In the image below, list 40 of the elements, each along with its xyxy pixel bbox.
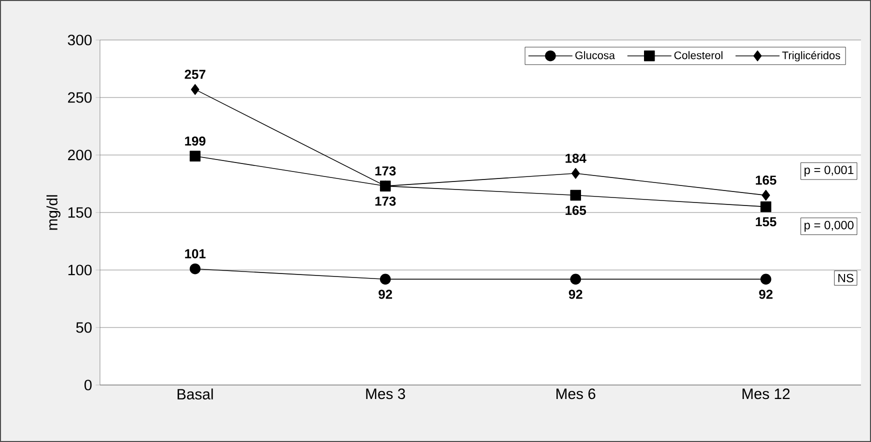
- y-tick-label: 250: [68, 92, 92, 103]
- data-label: 165: [566, 206, 586, 215]
- point: [570, 274, 582, 285]
- y-tick-label: 300: [68, 34, 92, 46]
- y-tick-label: 0: [84, 380, 92, 390]
- point: [380, 274, 391, 285]
- data-label: 101: [185, 249, 206, 258]
- x-tick-label: Mes 6: [556, 388, 596, 400]
- x-tick-label: Basal: [178, 388, 213, 400]
- point: [190, 150, 201, 162]
- y-tick-label: 200: [68, 150, 92, 160]
- point: [760, 201, 772, 212]
- point: [760, 274, 772, 285]
- x-tick-label: Mes 3: [366, 388, 406, 400]
- y-axis-title: mg/dl: [46, 195, 60, 230]
- data-label: 92: [378, 290, 392, 299]
- annotation: NS: [838, 274, 854, 282]
- data-label: 165: [756, 176, 776, 185]
- data-label: 257: [184, 70, 206, 79]
- data-label: 184: [566, 154, 586, 163]
- legend-label: Colesterol: [674, 51, 722, 60]
- legend-label: Glucosa: [575, 51, 616, 60]
- data-label: 92: [568, 290, 582, 299]
- y-tick-label: 150: [68, 207, 92, 218]
- point: [762, 190, 770, 201]
- data-label: 173: [375, 166, 396, 176]
- annotation: p = 0,001: [804, 166, 854, 177]
- y-tick-label: 50: [76, 322, 92, 333]
- y-tick-label: 100: [68, 264, 92, 276]
- annotation: p = 0,000: [804, 220, 854, 232]
- point: [190, 84, 200, 95]
- x-tick-label: Mes 12: [742, 388, 790, 400]
- point: [571, 168, 580, 179]
- point: [190, 263, 201, 274]
- data-label: 199: [185, 136, 206, 146]
- legend-label: Triglicéridos: [782, 51, 840, 62]
- data-label: 155: [756, 217, 776, 226]
- data-label: 173: [375, 196, 396, 206]
- data-label: 92: [759, 290, 773, 299]
- point: [570, 190, 582, 201]
